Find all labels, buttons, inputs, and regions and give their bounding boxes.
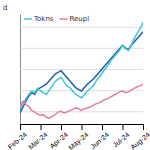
series-line: [20, 22, 143, 109]
x-tick-mark: [41, 124, 42, 130]
x-tick: Mar-24: [27, 124, 49, 150]
x-tick-label: Feb-24: [7, 131, 29, 150]
x-tick: Jul-24: [111, 124, 130, 148]
x-tick-label: Jun-24: [89, 131, 110, 150]
x-tick: May-24: [67, 124, 90, 150]
legend-label: Reupl: [70, 15, 90, 23]
x-axis: Feb-24Mar-24Apr-24May-24Jun-24Jul-24Aug-…: [7, 124, 150, 150]
legend-item: Reupl: [60, 15, 90, 23]
y-tick: [20, 69, 143, 70]
plot: Feb-24Mar-24Apr-24May-24Jun-24Jul-24Aug-…: [7, 15, 150, 150]
lines: [20, 22, 143, 118]
y-label: d: [3, 4, 7, 12]
series-line: [20, 32, 143, 113]
x-tick-mark: [20, 124, 21, 130]
x-tick-label: Apr-24: [48, 131, 69, 150]
x-tick-label: Mar-24: [27, 131, 49, 150]
grid-line: [20, 27, 143, 28]
legend: Tokns Reupl: [24, 15, 89, 23]
y-axis: [20, 15, 143, 125]
x-tick-mark: [61, 124, 62, 130]
x-tick-label: Aug-24: [129, 131, 150, 150]
grid-line: [20, 69, 143, 70]
x-tick: Aug-24: [129, 124, 150, 150]
legend-swatch: [60, 18, 68, 20]
x-tick-mark: [82, 124, 83, 130]
legend-swatch: [24, 18, 32, 20]
x-tick: Jun-24: [89, 124, 110, 150]
y-tick: [20, 27, 143, 28]
x-tick-mark: [143, 124, 144, 130]
legend-label: Tokns: [33, 15, 54, 23]
chart: Feb-24Mar-24Apr-24May-24Jun-24Jul-24Aug-…: [0, 0, 150, 150]
x-tick-mark: [123, 124, 124, 130]
x-tick-mark: [102, 124, 103, 130]
y-tick: [20, 111, 143, 112]
series-line: [20, 84, 143, 118]
legend-item: Tokns: [24, 15, 54, 23]
x-tick-label: May-24: [67, 131, 90, 150]
grid-line: [20, 111, 143, 112]
x-tick: Feb-24: [7, 124, 29, 150]
x-tick-label: Jul-24: [111, 131, 130, 149]
